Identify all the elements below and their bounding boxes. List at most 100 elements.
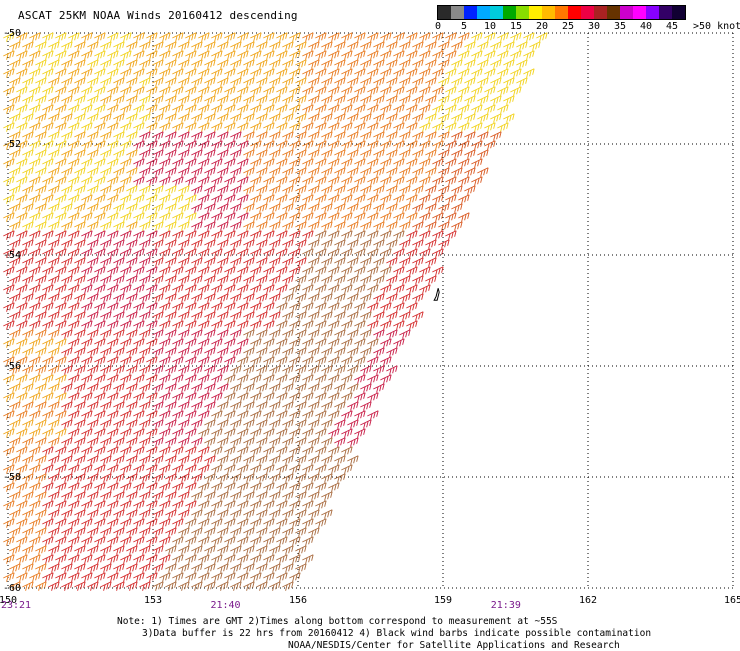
wind-barb: [308, 132, 319, 141]
wind-barb: [139, 456, 150, 465]
wind-barb: [282, 276, 293, 285]
wind-barb: [165, 564, 176, 573]
wind-barb: [22, 78, 33, 87]
wind-barb: [211, 411, 222, 420]
wind-barb: [152, 348, 163, 357]
wind-barb: [29, 573, 40, 582]
wind-barb: [146, 213, 157, 222]
wind-barb: [211, 465, 222, 474]
wind-barb: [334, 438, 345, 447]
wind-barb: [198, 321, 209, 330]
wind-barb: [250, 537, 261, 546]
wind-barb: [204, 492, 215, 501]
wind-barb: [243, 222, 254, 231]
wind-barb: [464, 150, 475, 159]
legend-swatch: [594, 6, 607, 19]
wind-barb: [263, 141, 274, 150]
wind-barb: [35, 186, 46, 195]
wind-barb: [22, 240, 33, 249]
wind-barb: [55, 87, 66, 96]
wind-barb: [393, 33, 404, 42]
wind-barb: [126, 114, 137, 123]
wind-barb: [126, 564, 137, 573]
wind-barb: [276, 69, 287, 78]
legend-label: 5: [461, 21, 467, 32]
wind-barb: [230, 240, 241, 249]
wind-barb: [386, 60, 397, 69]
wind-barb: [334, 348, 345, 357]
wind-barb: [321, 366, 332, 375]
wind-barb: [81, 357, 92, 366]
wind-barb: [107, 321, 118, 330]
wind-barb: [406, 303, 417, 312]
wind-barb: [477, 42, 488, 51]
wind-barb: [159, 195, 170, 204]
wind-barb: [354, 339, 365, 348]
wind-barb: [237, 519, 248, 528]
wind-barb: [68, 429, 79, 438]
wind-barb: [250, 375, 261, 384]
wind-barb: [217, 510, 228, 519]
wind-barb: [250, 249, 261, 258]
wind-barb: [139, 276, 150, 285]
wind-barb: [484, 105, 495, 114]
wind-barb: [386, 42, 397, 51]
wind-barb: [217, 168, 228, 177]
wind-barb: [224, 285, 235, 294]
wind-barb: [315, 465, 326, 474]
wind-barb: [211, 195, 222, 204]
wind-barb: [237, 33, 248, 42]
wind-barb: [464, 168, 475, 177]
wind-barb: [211, 447, 222, 456]
wind-barb: [178, 204, 189, 213]
wind-barb: [29, 501, 40, 510]
wind-barb: [217, 456, 228, 465]
wind-barb: [191, 150, 202, 159]
wind-barb: [165, 96, 176, 105]
note-line-1: Note: 1) Times are GMT 2)Times along bot…: [117, 616, 557, 627]
wind-barb: [458, 159, 469, 168]
wind-barb: [224, 501, 235, 510]
wind-barb: [321, 330, 332, 339]
wind-barb: [29, 393, 40, 402]
wind-barb: [328, 465, 339, 474]
wind-barb: [42, 357, 53, 366]
wind-barb: [165, 312, 176, 321]
wind-barb: [9, 60, 20, 69]
wind-barb: [230, 204, 241, 213]
wind-barb: [295, 330, 306, 339]
wind-barb: [87, 258, 98, 267]
wind-barb: [22, 492, 33, 501]
wind-barb: [165, 402, 176, 411]
wind-barb: [295, 132, 306, 141]
wind-barb: [74, 114, 85, 123]
wind-barb: [87, 114, 98, 123]
wind-barb: [159, 447, 170, 456]
wind-barb: [373, 168, 384, 177]
wind-barb: [55, 447, 66, 456]
wind-barb: [477, 78, 488, 87]
wind-barb: [204, 546, 215, 555]
wind-barb: [438, 42, 449, 51]
wind-barb: [256, 312, 267, 321]
wind-barb: [367, 267, 378, 276]
wind-barb: [243, 240, 254, 249]
wind-barb: [393, 249, 404, 258]
wind-barb: [126, 42, 137, 51]
wind-barb: [139, 438, 150, 447]
wind-barb: [152, 420, 163, 429]
wind-barb: [152, 474, 163, 483]
wind-barb: [55, 501, 66, 510]
wind-barb: [302, 483, 313, 492]
wind-barb: [9, 546, 20, 555]
wind-barb: [302, 267, 313, 276]
wind-barb: [81, 105, 92, 114]
wind-barb: [120, 573, 131, 582]
wind-barb: [113, 366, 124, 375]
wind-barb: [16, 285, 27, 294]
wind-barb: [113, 510, 124, 519]
wind-barb: [42, 555, 53, 564]
wind-barb: [61, 384, 72, 393]
wind-barb: [68, 87, 79, 96]
wind-barb: [152, 258, 163, 267]
